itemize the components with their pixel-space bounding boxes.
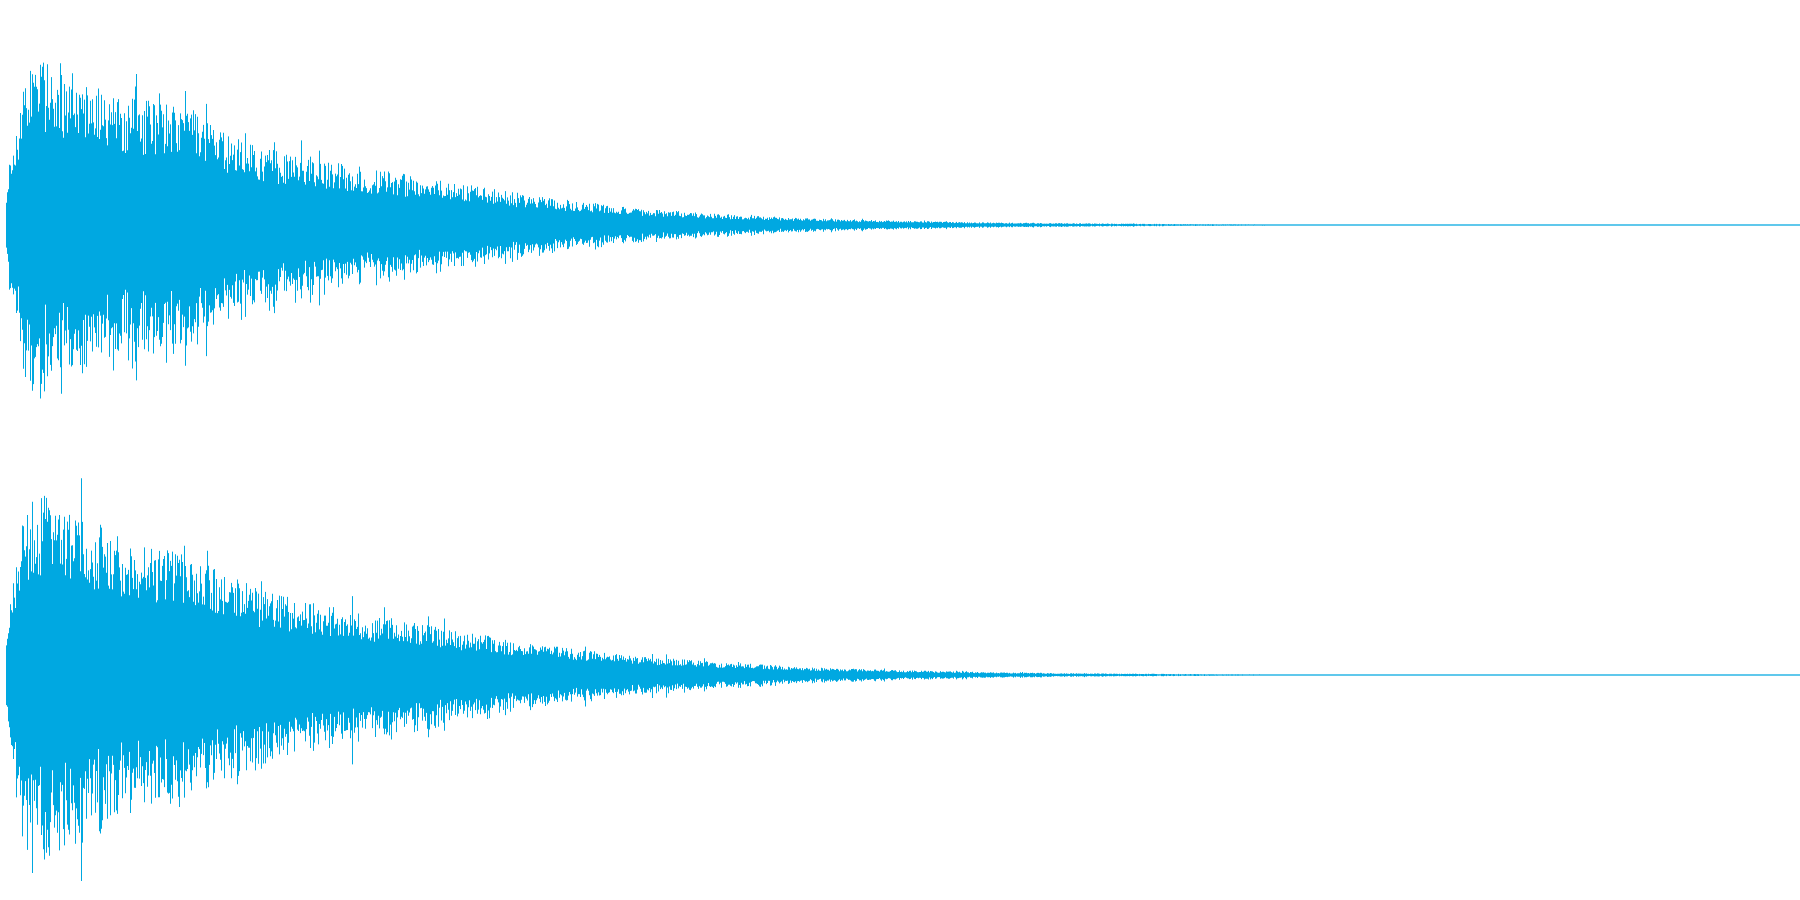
waveform-channel-1 xyxy=(6,62,1800,399)
waveform-channel-2 xyxy=(6,478,1800,881)
waveform-trace-channel-2 xyxy=(6,478,1800,881)
waveform-trace-channel-1 xyxy=(6,62,1800,399)
